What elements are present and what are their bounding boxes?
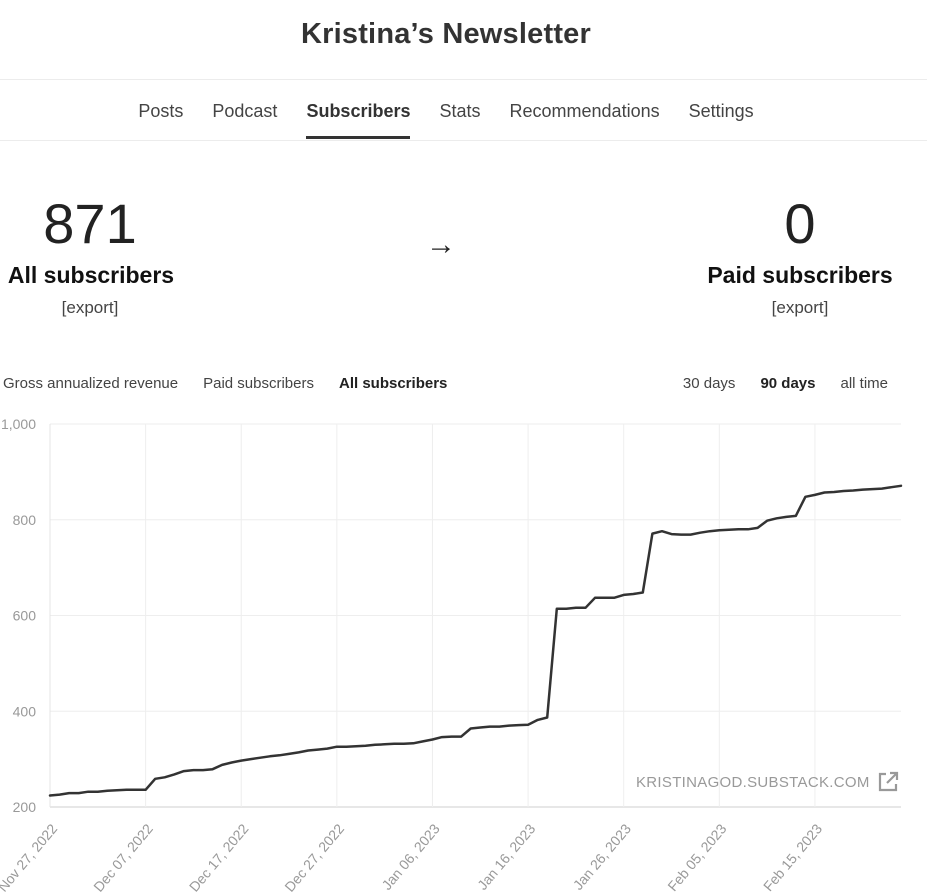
range-90-days[interactable]: 90 days [760, 375, 816, 392]
subscribers-chart: 200 400 600 800 1,000 Nov 27, 2022 Dec 07, 202… [0, 416, 903, 894]
x-tick-label: Jan 26, 2023 [570, 820, 634, 892]
external-link-icon [878, 771, 898, 792]
x-tick-label: Dec 27, 2022 [281, 820, 347, 894]
subscribers-line [48, 484, 903, 797]
x-tick-label: Jan 06, 2023 [378, 820, 442, 892]
range-selector: 30 days 90 days all time [683, 375, 888, 392]
tab-recommendations[interactable]: Recommendations [509, 101, 660, 121]
tab-podcast[interactable]: Podcast [212, 101, 278, 121]
export-all-link[interactable]: [export] [61, 298, 119, 317]
x-tick-label: Dec 07, 2022 [90, 820, 156, 894]
x-tick-label: Nov 27, 2022 [0, 820, 60, 894]
paid-subscribers-label: Paid subscribers [707, 262, 893, 288]
metric-gross-revenue[interactable]: Gross annualized revenue [3, 375, 179, 392]
metric-paid-subscribers[interactable]: Paid subscribers [203, 375, 314, 392]
header-divider [0, 79, 927, 80]
metric-all-subscribers[interactable]: All subscribers [339, 375, 448, 392]
range-30-days[interactable]: 30 days [682, 375, 736, 392]
publication-title: Kristina’s Newsletter [300, 18, 591, 50]
x-tick-label: Feb 05, 2023 [664, 820, 729, 894]
section-nav: Posts Podcast Subscribers Stats Recommen… [0, 101, 892, 139]
arrow-icon: → [426, 228, 456, 261]
range-all-time[interactable]: all time [840, 375, 888, 392]
tab-stats[interactable]: Stats [439, 101, 481, 121]
all-subscribers-count: 871 [43, 192, 137, 255]
tab-subscribers[interactable]: Subscribers [306, 101, 411, 139]
x-tick-label: Jan 16, 2023 [474, 820, 538, 892]
x-tick-label: Feb 15, 2023 [760, 820, 825, 894]
y-tick-label: 1,000 [1, 416, 36, 432]
y-tick-label: 600 [13, 608, 37, 624]
y-tick-label: 200 [13, 799, 37, 815]
x-tick-label: Dec 17, 2022 [186, 820, 252, 894]
substack-watermark[interactable]: KRISTINAGOD.SUBSTACK.COM [636, 770, 900, 794]
y-tick-label: 800 [13, 512, 37, 528]
paid-subscribers-count: 0 [784, 192, 816, 255]
y-tick-label: 400 [13, 703, 37, 719]
tab-settings[interactable]: Settings [688, 101, 754, 121]
nav-divider [0, 140, 927, 141]
export-paid-link[interactable]: [export] [771, 298, 829, 317]
metric-selector: Gross annualized revenue Paid subscriber… [3, 375, 447, 392]
tab-posts[interactable]: Posts [138, 101, 184, 121]
all-subscribers-label: All subscribers [7, 262, 175, 288]
watermark-text: KRISTINAGOD.SUBSTACK.COM [636, 773, 870, 791]
